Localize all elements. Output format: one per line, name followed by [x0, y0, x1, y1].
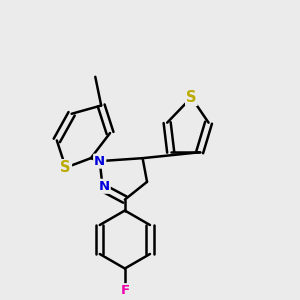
Text: N: N — [94, 154, 105, 168]
Text: S: S — [186, 90, 197, 105]
Text: F: F — [120, 284, 129, 297]
Text: S: S — [60, 160, 71, 175]
Text: N: N — [99, 180, 110, 193]
